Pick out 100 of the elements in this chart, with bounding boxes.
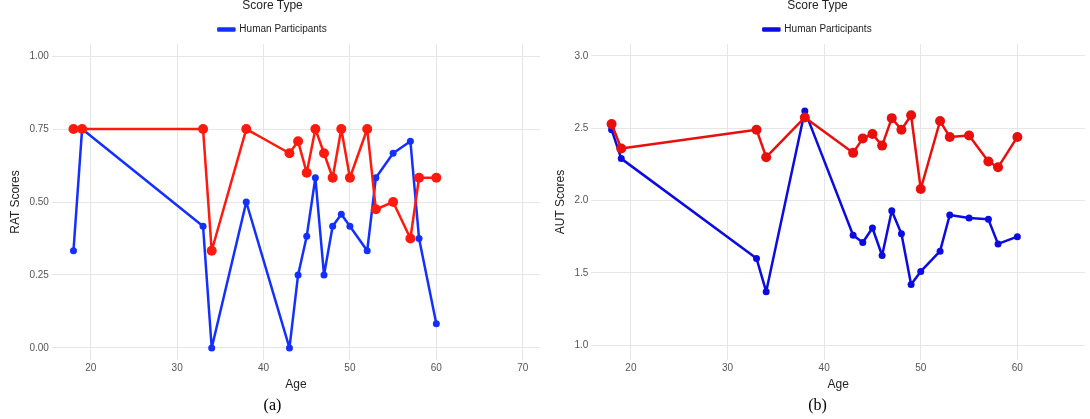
point [320,271,328,279]
x-tick-label: 70 [517,362,529,374]
point [983,156,994,167]
point [799,112,810,123]
x-tick-label: 40 [257,362,270,374]
point [888,207,896,215]
point [907,280,915,288]
x-tick-label: 20 [85,362,97,374]
x-tick-label: 20 [625,362,637,374]
point [68,124,79,135]
point [867,129,878,140]
point [993,162,1004,173]
point [859,238,867,246]
x-tick-label: 30 [171,362,184,374]
y-tick-label: 0.00 [29,341,50,353]
x-tick-label: 30 [721,362,734,374]
point [762,288,770,296]
point [389,149,397,157]
point [878,252,886,259]
point [329,222,337,230]
x-tick-label: 60 [430,362,443,374]
legend-title: Score Type [242,0,304,13]
point [965,214,973,222]
x-tick-label: 50 [344,362,356,374]
y-tick-label: 2.5 [574,122,589,134]
point [946,211,954,219]
point [606,118,617,129]
point [336,124,347,135]
point [936,247,944,255]
point [346,222,354,230]
y-axis-title: AUT Scores [552,169,567,235]
point [284,148,295,159]
point [388,197,399,207]
point [344,172,355,183]
text: (b) [807,396,828,414]
point [994,240,1002,248]
point [1013,233,1021,241]
x-tick-label: 60 [1011,362,1024,374]
y-tick-label: 1.5 [574,266,589,278]
point [761,152,772,163]
x-axis-title: Age [827,377,850,392]
legend-label: Human Participants [239,23,327,35]
y-tick-label: 0.50 [29,195,50,207]
point [311,174,319,182]
point [206,245,217,256]
point [363,247,371,255]
point [751,124,762,135]
point [857,133,868,144]
y-tick-label: 2.0 [574,194,589,206]
point [906,110,917,121]
point [242,198,250,206]
point [406,137,414,145]
point [617,155,625,163]
point [753,254,761,262]
point [964,130,975,141]
point [327,172,338,183]
point [848,147,859,158]
point [415,234,423,242]
point [405,233,416,244]
point [294,271,302,279]
point [915,183,926,194]
point [431,172,442,183]
point [896,124,907,135]
point [886,113,897,124]
point [616,143,627,154]
point [69,247,77,255]
point [285,344,293,352]
y-axis-title: RAT Scores [7,170,22,234]
y-tick-label: 1.00 [29,49,50,61]
point [984,215,992,223]
point [337,210,345,218]
x-tick-label: 40 [818,362,831,374]
point [944,131,955,142]
y-tick-label: 0.75 [29,122,50,134]
point [414,172,425,183]
point [319,148,330,159]
point [935,116,946,127]
y-tick-label: 1.0 [574,338,589,350]
point [877,140,888,151]
y-tick-label: 0.25 [29,268,50,280]
point [1012,131,1023,142]
text: (a) [262,396,283,414]
point [303,232,311,240]
point [362,124,373,135]
legend-label: Human Participants [784,23,872,35]
x-tick-label: 50 [915,362,927,374]
point [293,136,304,147]
point [310,124,321,135]
legend-title: Score Type [787,0,849,13]
point [198,124,209,135]
point [897,230,905,238]
point [241,124,252,135]
point [849,231,857,239]
point [917,267,925,275]
point [301,167,312,178]
y-tick-label: 3.0 [574,49,589,61]
point [868,224,876,232]
point [370,204,381,215]
point [432,320,440,328]
x-axis-title: Age [285,377,307,392]
